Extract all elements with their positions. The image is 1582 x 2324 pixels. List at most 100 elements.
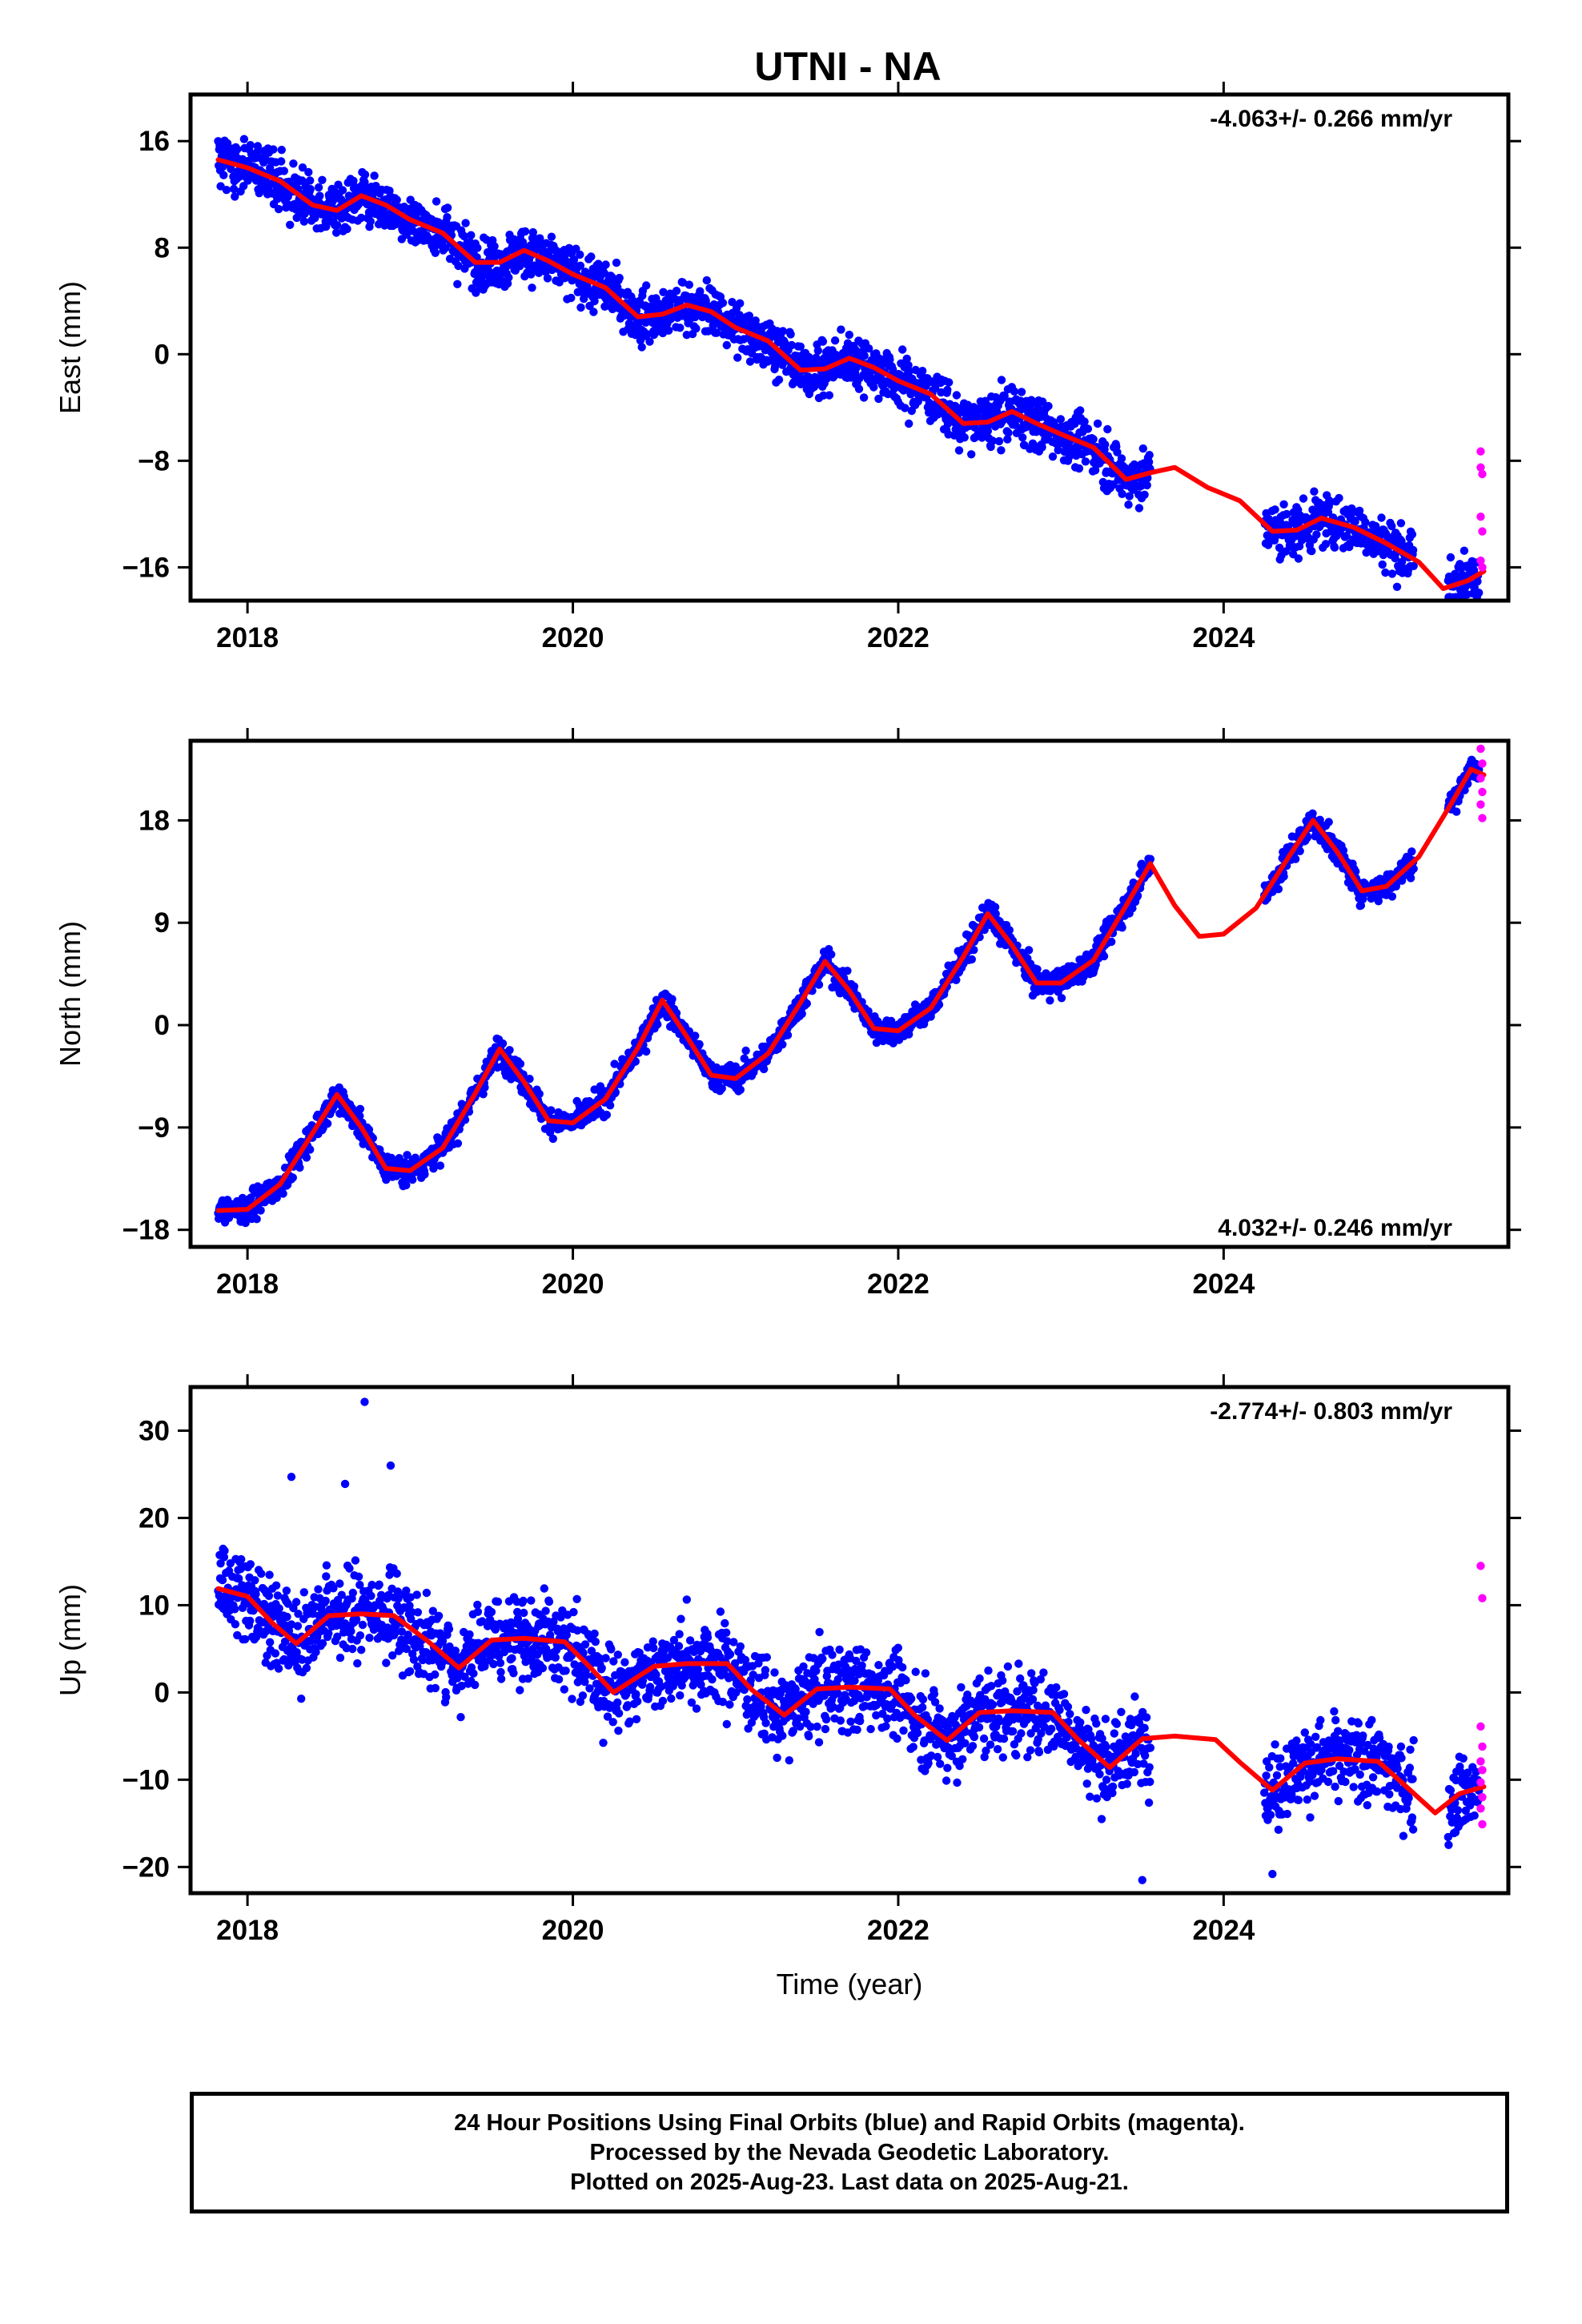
- east-final-orbit-point: [1279, 500, 1288, 509]
- up-final-orbit-point: [292, 1648, 301, 1657]
- east-final-orbit-point: [360, 170, 370, 179]
- east-final-orbit-point: [665, 326, 673, 335]
- east-final-orbit-point: [1113, 448, 1122, 456]
- east-final-orbit-point: [1044, 401, 1053, 411]
- east-final-orbit-point: [239, 135, 249, 143]
- east-final-orbit-point: [576, 261, 585, 270]
- north-final-orbit-point: [1005, 926, 1014, 935]
- east-final-orbit-point: [1124, 501, 1133, 509]
- north-final-orbit-point: [306, 1145, 315, 1154]
- east-x-tick-label: 2022: [867, 622, 930, 653]
- east-final-orbit-point: [845, 330, 854, 340]
- up-final-orbit-point: [279, 1655, 288, 1664]
- east-final-orbit-point: [576, 303, 585, 312]
- up-final-orbit-point: [311, 1647, 320, 1657]
- up-final-orbit-point: [273, 1591, 283, 1600]
- east-final-orbit-point: [443, 213, 452, 222]
- north-final-orbit-point: [691, 1031, 700, 1040]
- east-final-orbit-point: [1321, 540, 1331, 549]
- up-final-orbit-point: [367, 1580, 376, 1590]
- east-final-orbit-point: [460, 231, 468, 241]
- up-final-orbit-point: [357, 1646, 366, 1655]
- east-final-orbit-point: [1017, 388, 1026, 396]
- east-final-orbit-point: [441, 243, 450, 252]
- east-x-tick-label: 2024: [1192, 622, 1255, 653]
- east-final-orbit-point: [589, 308, 598, 316]
- up-data-layer: [214, 1397, 1487, 1884]
- east-final-orbit-point: [818, 337, 828, 346]
- east-final-orbit-point: [869, 383, 878, 392]
- east-rapid-orbit-point: [1476, 463, 1485, 472]
- up-final-orbit-point: [308, 1609, 317, 1618]
- east-final-orbit-point: [645, 337, 654, 346]
- up-final-orbit-point: [220, 1546, 229, 1555]
- east-final-orbit-point: [253, 142, 263, 151]
- east-final-orbit-point: [1056, 415, 1066, 424]
- up-final-orbit-point: [355, 1580, 364, 1590]
- east-final-orbit-point: [1377, 513, 1386, 522]
- east-final-orbit-point: [1408, 545, 1418, 555]
- east-final-orbit-point: [490, 242, 499, 251]
- north-final-orbit-point: [1046, 996, 1054, 1005]
- east-final-orbit-point: [1387, 521, 1396, 531]
- east-final-orbit-point: [952, 391, 962, 400]
- east-final-orbit-point: [642, 281, 651, 290]
- east-final-orbit-point: [1016, 396, 1026, 405]
- north-final-orbit-point: [403, 1151, 412, 1160]
- east-final-orbit-point: [311, 211, 320, 220]
- north-rapid-orbit-point: [1476, 800, 1485, 809]
- up-final-orbit-point: [266, 1638, 275, 1647]
- north-rapid-orbit-point: [1478, 787, 1487, 797]
- east-final-orbit-point: [852, 363, 861, 372]
- north-final-orbit-point: [479, 1090, 488, 1099]
- up-final-orbit-point: [271, 1649, 280, 1658]
- east-final-orbit-point: [269, 145, 278, 154]
- up-final-orbit-point: [333, 1632, 342, 1641]
- north-y-tick-label: −18: [122, 1215, 170, 1246]
- east-final-orbit-point: [885, 355, 894, 364]
- east-final-orbit-point: [587, 252, 596, 261]
- east-final-orbit-point: [709, 300, 719, 309]
- east-final-orbit-point: [905, 419, 913, 428]
- east-final-orbit-point: [504, 273, 513, 282]
- up-final-orbit-point: [348, 1644, 357, 1654]
- north-final-orbit-point: [408, 1175, 417, 1184]
- up-final-orbit-point: [246, 1616, 255, 1626]
- north-final-orbit-point: [1274, 885, 1283, 894]
- east-final-orbit-point: [432, 197, 441, 206]
- east-y-tick-label: −16: [122, 552, 170, 583]
- east-rapid-orbit-point: [1478, 527, 1487, 536]
- east-final-orbit-point: [601, 260, 610, 269]
- east-final-orbit-point: [1083, 424, 1093, 433]
- up-final-orbit-point: [238, 1581, 247, 1590]
- up-final-orbit-point: [240, 1634, 250, 1644]
- east-final-orbit-point: [1038, 397, 1047, 406]
- east-final-orbit-point: [1409, 561, 1418, 570]
- east-final-orbit-point: [781, 339, 789, 348]
- up-final-orbit-point: [282, 1586, 291, 1595]
- east-final-orbit-point: [860, 352, 869, 360]
- east-final-orbit-point: [1048, 452, 1058, 461]
- east-final-orbit-point: [930, 384, 940, 392]
- east-final-orbit-point: [461, 219, 470, 227]
- east-final-orbit-point: [1010, 387, 1019, 396]
- north-final-orbit-point: [668, 995, 677, 1003]
- east-final-orbit-point: [1118, 489, 1126, 498]
- east-final-orbit-point: [520, 227, 530, 236]
- up-final-orbit-point: [284, 1661, 293, 1670]
- east-final-orbit-point: [813, 346, 822, 356]
- up-final-orbit-point: [275, 1604, 283, 1613]
- up-final-orbit-point: [264, 1591, 274, 1601]
- north-final-orbit-point: [355, 1112, 364, 1120]
- east-final-orbit-point: [1381, 568, 1390, 577]
- north-final-orbit-point: [1387, 892, 1397, 901]
- north-final-orbit-point: [547, 1106, 556, 1115]
- east-final-orbit-point: [1142, 480, 1151, 490]
- east-final-orbit-point: [902, 354, 911, 364]
- east-final-orbit-point: [1475, 589, 1484, 597]
- east-final-orbit-point: [901, 404, 909, 412]
- east-final-orbit-point: [1080, 417, 1089, 426]
- up-final-orbit-point: [335, 1653, 345, 1663]
- east-x-tick-label: 2018: [216, 622, 279, 653]
- east-final-orbit-point: [443, 203, 452, 212]
